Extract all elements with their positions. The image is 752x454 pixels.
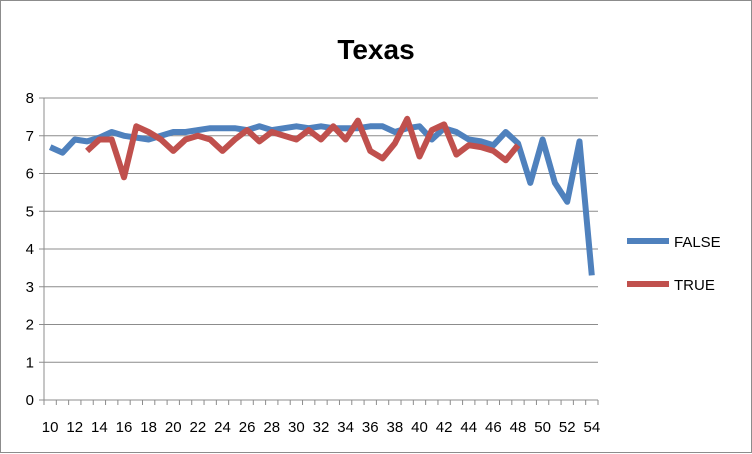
series-line-false	[48, 123, 595, 276]
y-tick-label: 4	[26, 241, 34, 258]
y-axis-ticks: 0 1 2 3 4 5 6 7 8	[26, 90, 44, 409]
x-tick-label: 46	[485, 419, 502, 436]
y-tick-label: 5	[26, 203, 34, 220]
x-tick-label: 26	[239, 419, 256, 436]
x-tick-label: 20	[165, 419, 182, 436]
y-tick-label: 8	[26, 90, 34, 107]
chart-title: Texas	[337, 34, 414, 65]
x-tick-label: 16	[116, 419, 133, 436]
x-tick-label: 22	[190, 419, 207, 436]
x-tick-label: 28	[263, 419, 280, 436]
x-tick-label: 36	[362, 419, 379, 436]
legend: FALSE TRUE	[627, 234, 721, 294]
x-tick-label: 10	[42, 419, 59, 436]
x-tick-label: 48	[510, 419, 527, 436]
x-tick-label: 12	[66, 419, 83, 436]
x-tick-label: 14	[91, 419, 108, 436]
x-tick-label: 30	[288, 419, 305, 436]
series-lines	[48, 115, 595, 276]
x-tick-label: 34	[337, 419, 354, 436]
x-tick-label: 54	[584, 419, 601, 436]
x-axis-ticks: 10 12 14 16 18 20 22 24 26 28 30 32 34 36 38 40 42 44 46 48…	[42, 400, 600, 436]
y-tick-label: 1	[26, 354, 34, 371]
y-tick-label: 3	[26, 279, 34, 296]
legend-label-false: FALSE	[674, 234, 721, 251]
legend-label-true: TRUE	[674, 277, 715, 294]
y-tick-label: 0	[26, 392, 34, 409]
y-tick-label: 2	[26, 317, 34, 334]
y-tick-label: 6	[26, 166, 34, 183]
x-tick-label: 40	[411, 419, 428, 436]
y-tick-label: 7	[26, 128, 34, 145]
x-tick-label: 42	[436, 419, 453, 436]
x-tick-label: 38	[387, 419, 404, 436]
series-line-true	[85, 115, 521, 181]
x-tick-label: 24	[214, 419, 231, 436]
x-tick-label: 52	[559, 419, 576, 436]
x-tick-label: 50	[534, 419, 551, 436]
x-tick-label: 32	[313, 419, 330, 436]
x-tick-label: 18	[140, 419, 157, 436]
x-tick-label: 44	[460, 419, 477, 436]
